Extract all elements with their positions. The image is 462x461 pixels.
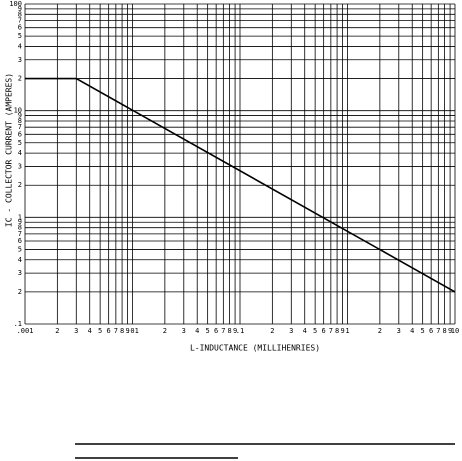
y-tick-label: 4 (18, 42, 22, 50)
x-tick-label: 2 (270, 327, 274, 335)
x-tick-label: 9 (448, 327, 452, 335)
y-tick-label: 8 (18, 224, 22, 232)
x-tick-label: 1 (345, 327, 349, 335)
y-tick-label: 9 (18, 112, 22, 120)
x-tick-label: 6 (322, 327, 326, 335)
x-tick-label: 7 (329, 327, 333, 335)
y-tick-label: 7 (18, 230, 22, 238)
y-tick-label: 6 (18, 130, 22, 138)
y-tick-label: 2 (18, 181, 22, 189)
x-tick-label: 7 (221, 327, 225, 335)
x-tick-label: 3 (397, 327, 401, 335)
x-tick-label: 10 (451, 327, 459, 335)
x-tick-label: .01 (126, 327, 139, 335)
x-tick-label: 3 (182, 327, 186, 335)
y-tick-label: 8 (18, 117, 22, 125)
y-tick-label: 6 (18, 24, 22, 32)
x-tick-label: 9 (233, 327, 237, 335)
y-tick-label: 10 (14, 107, 22, 115)
x-tick-label: 7 (436, 327, 440, 335)
x-tick-label: .001 (17, 327, 34, 335)
x-tick-label: 4 (410, 327, 414, 335)
x-tick-label: 4 (303, 327, 307, 335)
y-tick-label: 4 (18, 256, 22, 264)
x-tick-label: 2 (378, 327, 382, 335)
y-tick-label: 2 (18, 75, 22, 83)
y-tick-label: 7 (18, 123, 22, 131)
x-tick-label: 9 (125, 327, 129, 335)
y-tick-label: 1 (18, 213, 22, 221)
x-tick-label: 5 (313, 327, 317, 335)
y-axis-label: IC - COLLECTOR CURRENT (AMPERES) (5, 73, 14, 227)
data-line (25, 77, 456, 293)
y-tick-label: 2 (18, 288, 22, 296)
x-tick-label: 5 (206, 327, 210, 335)
x-tick-label: 3 (74, 327, 78, 335)
x-tick-label: 2 (55, 327, 59, 335)
y-tick-label: 3 (18, 56, 22, 64)
x-tick-label: 3 (289, 327, 293, 335)
x-tick-label: 8 (442, 327, 446, 335)
x-tick-label: 8 (120, 327, 124, 335)
y-tick-label: 100 (9, 0, 22, 8)
y-tick-label: 9 (18, 5, 22, 13)
x-tick-label: 8 (335, 327, 339, 335)
y-tick-label: 7 (18, 17, 22, 25)
y-tick-label: 9 (18, 218, 22, 226)
y-tick-label: 8 (18, 10, 22, 18)
x-tick-label: 6 (107, 327, 111, 335)
x-tick-label: 8 (227, 327, 231, 335)
x-tick-label: 4 (195, 327, 199, 335)
x-tick-label: 5 (98, 327, 102, 335)
x-tick-label: 9 (340, 327, 344, 335)
y-tick-label: 6 (18, 237, 22, 245)
x-tick-label: 5 (421, 327, 425, 335)
x-tick-label: 2 (163, 327, 167, 335)
y-tick-label: 5 (18, 32, 22, 40)
x-axis-label: L-INDUCTANCE (MILLIHENRIES) (190, 344, 320, 353)
x-tick-label: 6 (429, 327, 433, 335)
y-tick-label: 3 (18, 269, 22, 277)
x-tick-label: 4 (88, 327, 92, 335)
y-tick-label: 5 (18, 139, 22, 147)
y-tick-label: 4 (18, 149, 22, 157)
y-tick-label: .1 (14, 320, 22, 328)
y-tick-label: 5 (18, 245, 22, 253)
y-tick-label: 3 (18, 162, 22, 170)
x-tick-label: 6 (214, 327, 218, 335)
x-tick-label: .1 (236, 327, 244, 335)
x-tick-label: 7 (114, 327, 118, 335)
